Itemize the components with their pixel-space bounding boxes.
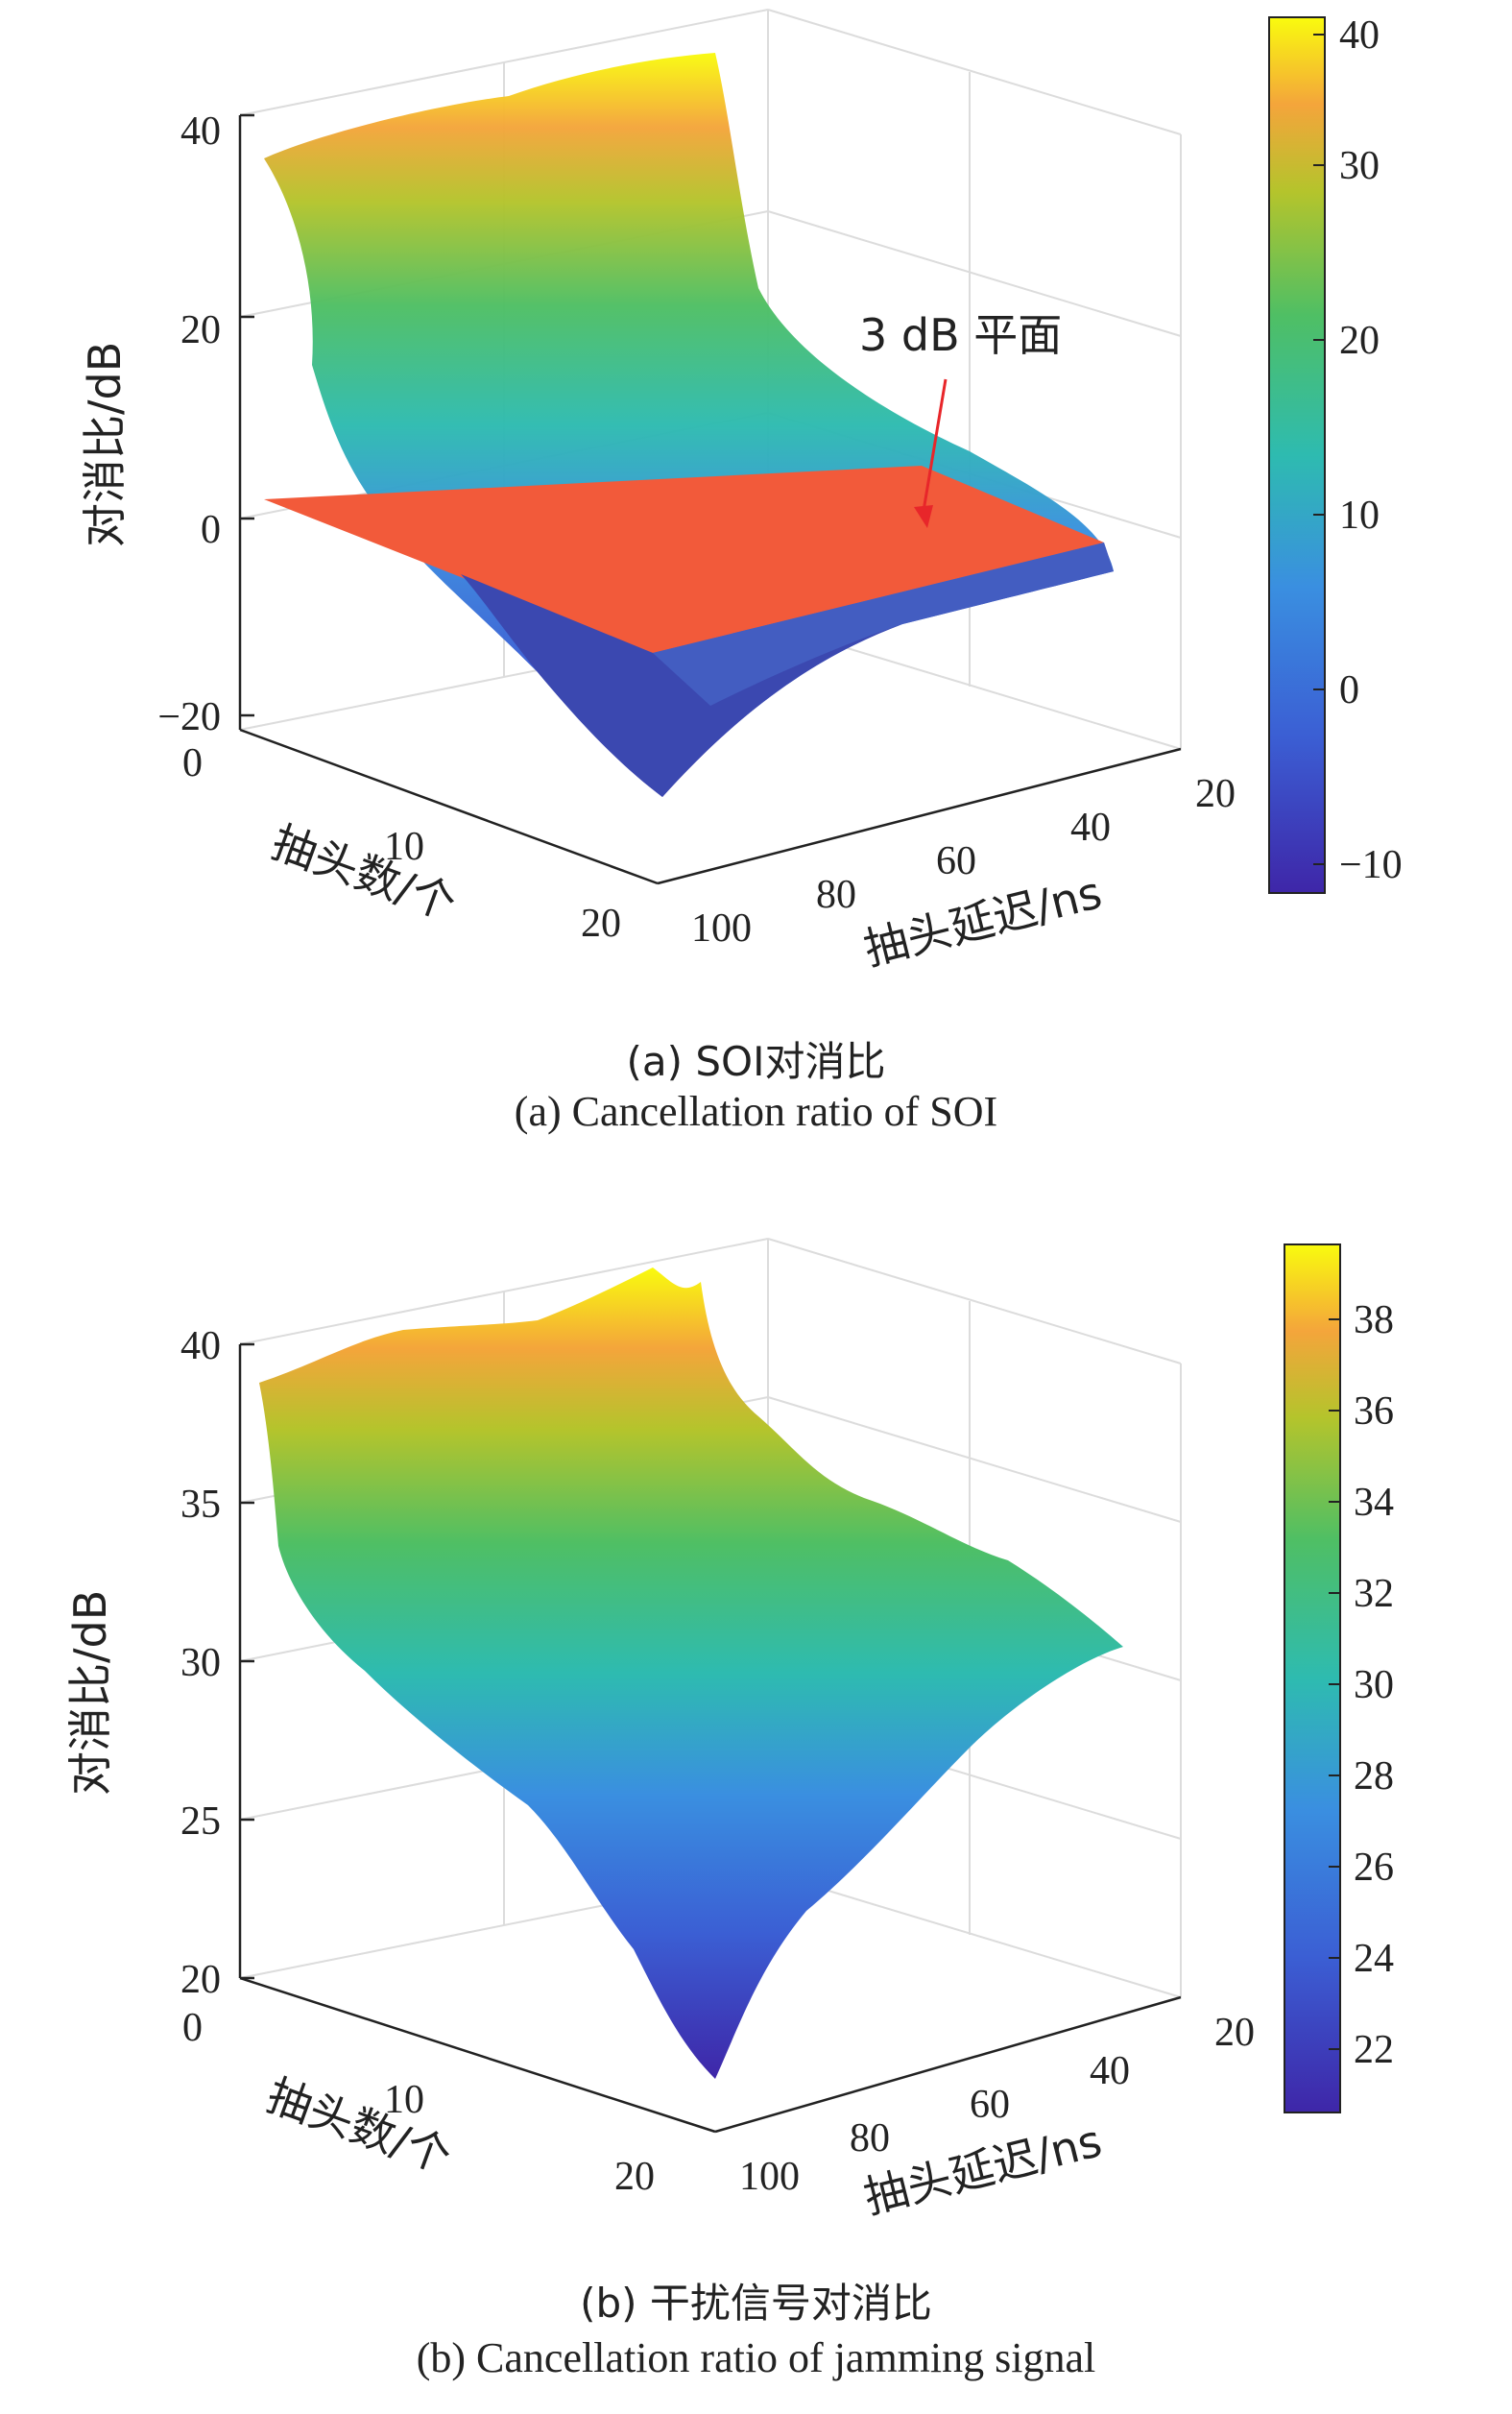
colorbar-a-bar xyxy=(1268,16,1326,894)
plane-3db xyxy=(264,466,1104,653)
xtick-a-2: 20 xyxy=(581,902,621,946)
zticks-a: 40 20 0 −20 xyxy=(157,109,221,739)
surface-a-lower-shade xyxy=(653,543,1114,706)
cbar-b-5: 28 xyxy=(1354,1754,1394,1798)
panel-b: 40 35 30 25 20 0 10 20 20 40 60 80 100 对… xyxy=(0,1210,1512,2414)
ztick-b-4: 20 xyxy=(180,1958,221,2002)
ytick-b-4: 100 xyxy=(739,2155,800,2199)
annotation-3db: 3 dB 平面 xyxy=(859,309,1062,361)
annotation-arrow xyxy=(914,378,948,528)
ytick-b-3: 80 xyxy=(850,2116,890,2161)
panel-a: 3 dB 平面 40 20 0 −20 0 10 20 20 40 60 80 … xyxy=(79,9,1403,1135)
xtick-b-1: 10 xyxy=(384,2078,424,2122)
cbar-b-7: 24 xyxy=(1354,1937,1394,1981)
ytick-a-1: 40 xyxy=(1070,806,1111,850)
xticks-a: 0 10 20 xyxy=(182,741,621,946)
ztick-b-0: 40 xyxy=(180,1324,221,1368)
axes-front-a xyxy=(238,113,1182,885)
cbar-b-0: 38 xyxy=(1354,1298,1394,1342)
cbar-a-4: 0 xyxy=(1339,668,1359,712)
xtick-b-2: 20 xyxy=(614,2155,655,2199)
colorbar-b-bar xyxy=(1284,1243,1341,2113)
xtick-b-0: 0 xyxy=(182,2006,203,2050)
chart-b-svg: 40 35 30 25 20 0 10 20 20 40 60 80 100 对… xyxy=(64,1238,1394,2224)
colorbar-a: 40 30 20 10 0 −10 xyxy=(1268,13,1403,894)
caption-a-zh: (a) SOI对消比 xyxy=(626,1038,886,1085)
ztick-a-3: −20 xyxy=(157,695,221,739)
axes-front-b xyxy=(238,1342,1182,2134)
ytick-a-3: 80 xyxy=(816,873,856,917)
surface-a xyxy=(264,53,1114,797)
ytick-a-2: 60 xyxy=(936,839,976,883)
yticks-a: 20 40 60 80 100 xyxy=(691,772,1236,951)
caption-a-en: (a) Cancellation ratio of SOI xyxy=(514,1088,998,1135)
xtick-a-0: 0 xyxy=(182,741,203,785)
ytick-a-4: 100 xyxy=(691,906,752,951)
cbar-a-5: −10 xyxy=(1339,843,1403,887)
cbar-b-6: 26 xyxy=(1354,1846,1394,1890)
xtick-a-1: 10 xyxy=(384,825,424,869)
cbar-b-4: 30 xyxy=(1354,1663,1394,1707)
ztick-b-2: 30 xyxy=(180,1641,221,1685)
ylabel-a: 抽头延迟/ns xyxy=(859,866,1107,976)
caption-b-en: (b) Cancellation ratio of jamming signal xyxy=(416,2334,1096,2381)
ylabel-b: 抽头延迟/ns xyxy=(859,2114,1107,2224)
ztick-a-1: 20 xyxy=(180,308,221,352)
xlabel-b: 抽头数/个 xyxy=(260,2069,458,2184)
surface-b xyxy=(259,1267,1123,2079)
ztick-a-2: 0 xyxy=(201,508,221,552)
xticks-b: 0 10 20 xyxy=(182,2006,655,2199)
cbar-a-0: 40 xyxy=(1339,13,1380,58)
ytick-b-0: 20 xyxy=(1214,2011,1255,2055)
ytick-b-2: 60 xyxy=(970,2083,1010,2127)
cbar-a-2: 20 xyxy=(1339,319,1380,363)
caption-b-zh: (b) 干扰信号对消比 xyxy=(580,2280,932,2327)
colorbar-b: 38 36 34 32 30 28 26 24 22 xyxy=(1284,1243,1394,2113)
xlabel-a: 抽头数/个 xyxy=(265,816,463,930)
ytick-a-0: 20 xyxy=(1195,772,1236,816)
cbar-b-8: 22 xyxy=(1354,2028,1394,2072)
yticks-b: 20 40 60 80 100 xyxy=(739,2011,1255,2199)
zlabel-a: 对消比/dB xyxy=(79,342,131,547)
cbar-a-3: 10 xyxy=(1339,494,1380,538)
ytick-b-1: 40 xyxy=(1090,2049,1130,2093)
cbar-a-1: 30 xyxy=(1339,144,1380,188)
ztick-b-1: 35 xyxy=(180,1483,221,1527)
ztick-a-0: 40 xyxy=(180,109,221,154)
ztick-b-3: 25 xyxy=(180,1799,221,1844)
cbar-b-1: 36 xyxy=(1354,1389,1394,1434)
chart-a-svg: 3 dB 平面 40 20 0 −20 0 10 20 20 40 60 80 … xyxy=(79,9,1403,976)
surface-b-shape xyxy=(259,1267,1123,2079)
zticks-b: 40 35 30 25 20 xyxy=(180,1324,221,2002)
cbar-b-2: 34 xyxy=(1354,1481,1394,1525)
zlabel-b: 对消比/dB xyxy=(64,1590,116,1796)
cbar-b-3: 32 xyxy=(1354,1572,1394,1616)
